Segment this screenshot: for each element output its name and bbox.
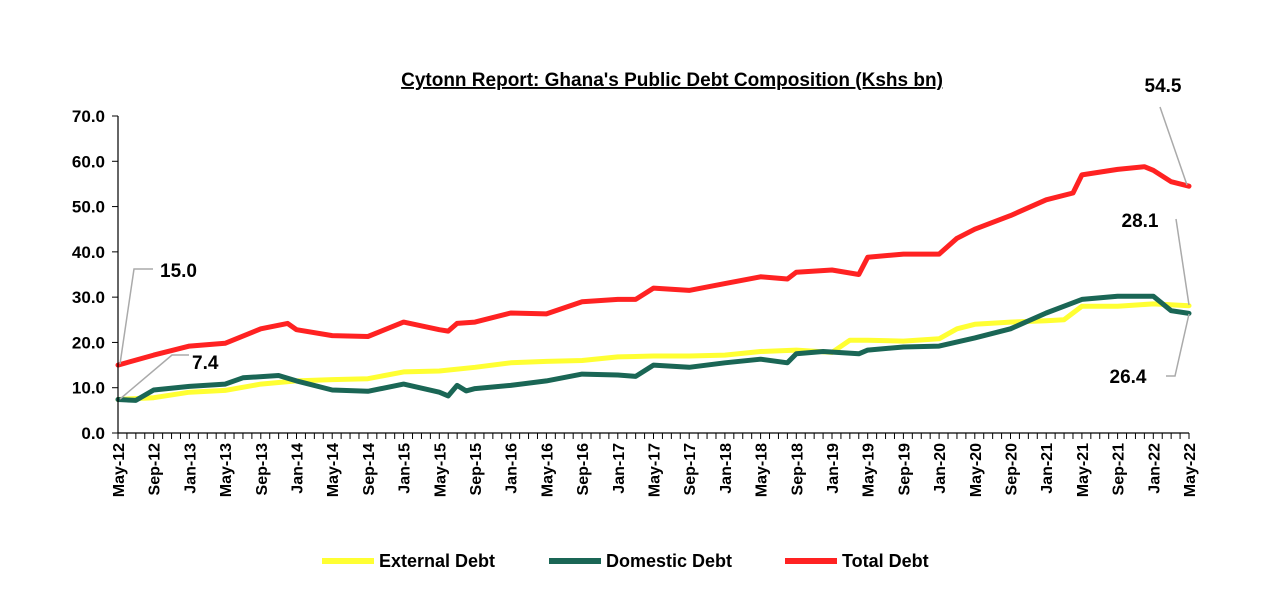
x-tick-label: Sep-13 (254, 443, 271, 496)
chart-title: Cytonn Report: Ghana's Public Debt Compo… (401, 70, 943, 91)
y-tick-label: 40.0 (72, 243, 105, 262)
annotation-label: 54.5 (1145, 76, 1182, 97)
x-tick-label: Jan-13 (182, 443, 199, 494)
y-tick-label: 70.0 (72, 107, 105, 126)
x-tick-label: Jan-16 (504, 443, 521, 494)
x-tick-label: Jan-21 (1039, 443, 1056, 494)
y-tick-label: 0.0 (81, 424, 105, 443)
x-tick-label: May-20 (968, 443, 985, 497)
x-tick-label: May-14 (325, 443, 342, 497)
x-tick-label: May-22 (1182, 443, 1199, 497)
x-tick-label: Jan-17 (611, 443, 628, 494)
series-layer (115, 164, 1192, 403)
x-tick-label: Sep-19 (896, 443, 913, 496)
y-tick-label: 50.0 (72, 198, 105, 217)
x-tick-label: Jan-15 (397, 443, 414, 494)
x-tick-label: May-15 (432, 443, 449, 497)
x-tick-label: Sep-18 (789, 443, 806, 496)
x-tick-label: May-19 (861, 443, 878, 497)
x-tick-label: Sep-21 (1111, 443, 1128, 496)
annotation-label: 15.0 (160, 261, 197, 282)
x-tick-label: Jan-20 (932, 443, 949, 494)
y-tick-label: 60.0 (72, 152, 105, 171)
external-debt-legend-label: External Debt (379, 551, 495, 571)
x-tick-label: Jan-14 (290, 443, 307, 494)
x-tick-label: May-18 (754, 443, 771, 497)
total-debt-line (115, 164, 1192, 368)
x-tick-label: Jan-22 (1146, 443, 1163, 494)
x-tick-label: Jan-19 (825, 443, 842, 494)
annotation-leader-line (1175, 218, 1190, 306)
x-tick-label: May-17 (647, 443, 664, 497)
x-tick-label: Sep-15 (468, 443, 485, 496)
annotations-layer: 15.0 7.4 54.5 28.1 26.4 (119, 76, 1190, 400)
annotation-leader-line (119, 268, 153, 365)
y-tick-label: 10.0 (72, 379, 105, 398)
y-tick-label: 20.0 (72, 333, 105, 352)
x-tick-label: May-12 (111, 443, 128, 497)
annotation-leader-line (1166, 313, 1190, 377)
domestic-debt-line (115, 293, 1192, 403)
x-tick-label: Sep-14 (361, 443, 378, 496)
annotation-label: 28.1 (1122, 211, 1159, 232)
annotation-leader-line (1159, 106, 1188, 186)
legend: External Debt Domestic Debt Total Debt (322, 551, 929, 571)
x-tick-label: Sep-17 (682, 443, 699, 496)
annotation-label: 7.4 (192, 353, 219, 374)
y-tick-label: 30.0 (72, 288, 105, 307)
total-debt-legend-label: Total Debt (842, 551, 929, 571)
x-tick-label: May-21 (1075, 443, 1092, 497)
x-tick-label: Jan-18 (718, 443, 735, 494)
annotation-label: 26.4 (1110, 367, 1147, 388)
x-tick-label: Sep-20 (1004, 443, 1021, 496)
domestic-debt-legend-label: Domestic Debt (606, 551, 732, 571)
x-tick-label: May-16 (539, 443, 556, 497)
x-tick-label: May-13 (218, 443, 235, 497)
annotation-leader-line (119, 354, 189, 400)
x-tick-label: Sep-16 (575, 443, 592, 496)
axes-layer: 0.0 10.0 20.0 30.0 40.0 50.0 60.0 70.0 May-12 Sep… (72, 107, 1199, 497)
x-tick-label: Sep-12 (147, 443, 164, 496)
